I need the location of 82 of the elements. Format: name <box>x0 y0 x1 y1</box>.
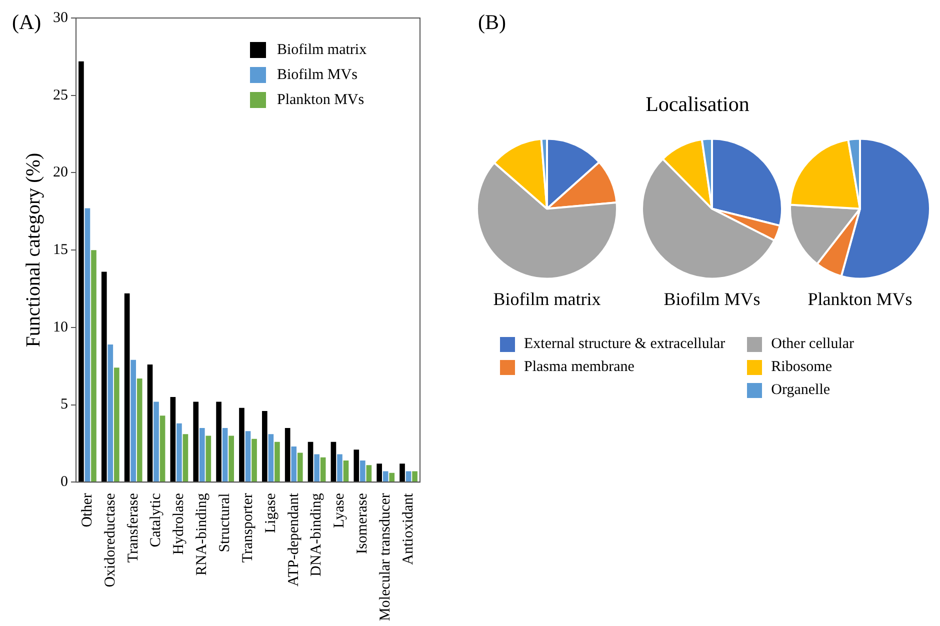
legend-label: Organelle <box>771 382 830 399</box>
bar <box>199 428 205 482</box>
x-tick-label: Hydrolase <box>171 492 188 555</box>
bar <box>297 452 303 482</box>
text: (A) <box>12 10 42 35</box>
bar <box>154 402 159 482</box>
bar <box>268 434 274 482</box>
x-tick-label: Antioxidant <box>400 492 416 565</box>
y-tick-label: 10 <box>53 319 68 336</box>
bar <box>228 436 234 482</box>
bar <box>252 438 257 482</box>
x-tick-label: DNA-binding <box>308 492 325 576</box>
y-tick-label: 20 <box>53 164 68 181</box>
bar <box>291 446 297 482</box>
x-tick-label: Transporter <box>240 493 256 563</box>
slice-label: Biofilm matrix <box>493 288 601 309</box>
bar <box>170 397 176 482</box>
bar <box>130 360 136 482</box>
x-tick-label: Transferase <box>125 492 142 563</box>
bar <box>216 402 222 482</box>
slice-label: Plankton MVs <box>808 288 912 309</box>
bar <box>245 431 251 482</box>
y-tick-label: 30 <box>53 10 68 26</box>
bar <box>360 460 366 482</box>
x-tick-label: ATP-dependant <box>286 492 302 586</box>
bar <box>101 272 107 482</box>
bar <box>78 61 84 482</box>
bar <box>382 471 388 482</box>
legend-label: Biofilm matrix <box>277 42 368 58</box>
y-tick-label: 15 <box>53 242 68 258</box>
x-tick-label: RNA-binding <box>194 492 210 576</box>
y-tick-label: 25 <box>53 87 68 104</box>
x-tick-label: Ligase <box>262 492 279 534</box>
bar <box>147 364 153 482</box>
bar <box>262 410 268 482</box>
bar <box>343 460 349 482</box>
bar <box>400 464 405 482</box>
bar <box>308 442 314 482</box>
bar <box>176 423 182 482</box>
bar <box>337 454 342 482</box>
bar <box>91 250 96 482</box>
legend-label: Biofilm MVs <box>277 66 358 83</box>
bar <box>320 457 326 482</box>
bar <box>182 434 188 482</box>
bar <box>366 465 372 482</box>
bar <box>412 471 418 482</box>
bar <box>284 428 290 482</box>
bar <box>222 428 228 482</box>
bar <box>376 464 382 482</box>
bar <box>84 208 90 482</box>
legend-label: Plasma membrane <box>524 359 634 376</box>
slice-label: Biofilm MVs <box>664 288 760 309</box>
bar <box>354 450 360 482</box>
chart-title: Localisation <box>644 92 750 117</box>
y-tick-label: 0 <box>60 474 68 490</box>
bar <box>160 416 166 482</box>
bar <box>114 368 120 482</box>
bar <box>206 436 212 482</box>
y-tick-label: 5 <box>60 396 68 413</box>
bar <box>330 442 336 482</box>
x-tick-label: Lyase <box>332 492 348 528</box>
legend-label: External structure & extracellular <box>524 336 726 353</box>
bar <box>193 402 199 482</box>
y-axis-title: Functional category (%) <box>22 152 44 348</box>
x-tick-label: Molecular transducer <box>378 493 394 621</box>
bar <box>389 472 395 482</box>
x-tick-label: Structural <box>217 493 234 552</box>
bar <box>136 378 142 482</box>
x-tick-label: Other <box>79 493 96 528</box>
x-tick-label: Catalytic <box>148 492 164 548</box>
bar <box>406 471 412 482</box>
legend-label: Other cellular <box>771 336 854 353</box>
bar <box>314 454 320 482</box>
x-tick-label: Isomerase <box>354 492 371 554</box>
bar <box>274 442 280 482</box>
bar <box>108 344 114 482</box>
legend-label: Ribosome <box>771 359 832 376</box>
bar <box>239 408 244 482</box>
text: (B) <box>478 10 506 35</box>
x-tick-label: Oxidoreductase <box>102 492 118 588</box>
bar <box>124 293 130 482</box>
legend-label: Plankton MVs <box>277 92 364 108</box>
